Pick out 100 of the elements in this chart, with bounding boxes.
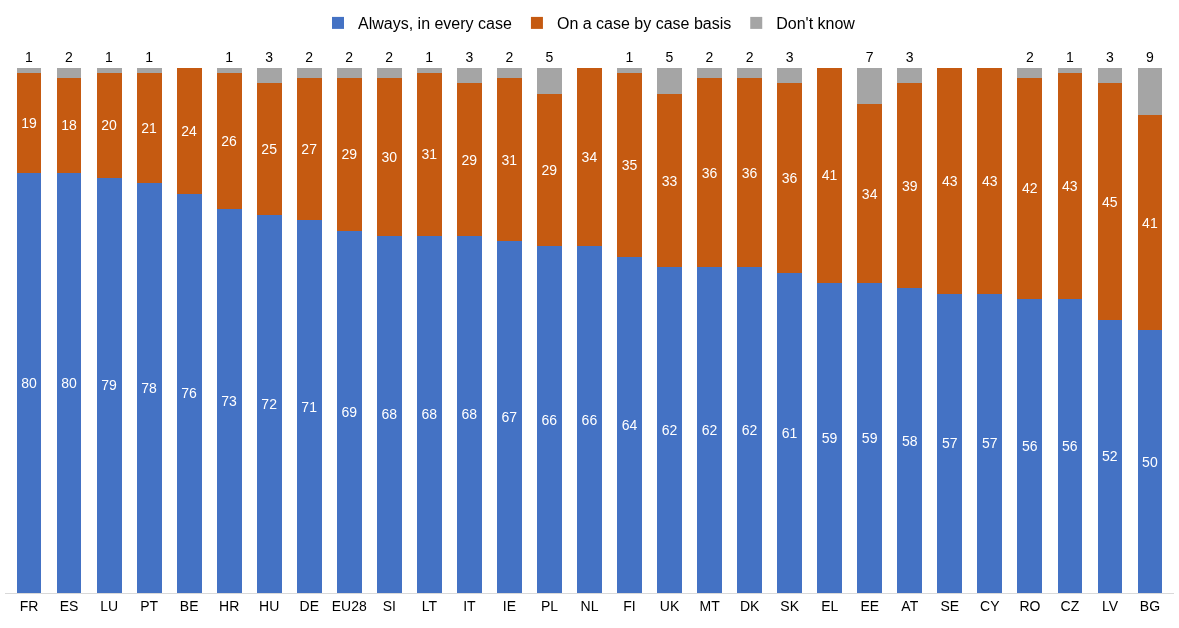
data-label: 21 xyxy=(141,120,158,137)
bar xyxy=(96,177,122,593)
legend-label: Don't know xyxy=(776,15,856,33)
data-label: 1 xyxy=(25,48,34,65)
bar xyxy=(16,67,42,73)
x-tick-label: LT xyxy=(421,597,438,614)
data-label: 76 xyxy=(181,385,198,402)
data-label: 52 xyxy=(1102,448,1118,465)
x-tick-label: SE xyxy=(940,597,960,614)
data-label: 68 xyxy=(421,406,438,423)
data-label: 58 xyxy=(901,432,918,449)
bar xyxy=(617,256,642,593)
data-label: 62 xyxy=(661,422,678,439)
bar xyxy=(1057,72,1083,299)
data-label: 24 xyxy=(181,122,198,139)
data-label: 41 xyxy=(1142,214,1158,231)
bar xyxy=(577,246,602,593)
data-label: 62 xyxy=(701,422,718,439)
data-label: 3 xyxy=(465,48,474,65)
legend-label: Always, in every case xyxy=(358,15,512,33)
data-label: 2 xyxy=(345,48,354,65)
data-label: 1 xyxy=(625,48,634,65)
bar xyxy=(537,93,562,247)
data-label: 26 xyxy=(221,133,238,150)
data-label: 50 xyxy=(1142,453,1158,470)
bar xyxy=(497,78,522,242)
bar xyxy=(657,267,682,593)
data-label: 78 xyxy=(141,380,158,397)
bar xyxy=(16,172,42,593)
bar xyxy=(1057,298,1083,593)
bar xyxy=(977,67,1003,294)
x-tick-label: CZ xyxy=(1060,597,1080,614)
data-label: 61 xyxy=(781,424,798,441)
bar xyxy=(697,67,723,79)
data-label: 35 xyxy=(621,156,638,173)
bar xyxy=(1057,67,1083,73)
data-label: 80 xyxy=(21,374,37,391)
data-label: 1 xyxy=(105,48,114,65)
bar xyxy=(1017,298,1043,593)
x-tick-label: ES xyxy=(59,597,79,614)
bar xyxy=(336,67,362,79)
data-label: 34 xyxy=(581,148,598,165)
data-label: 62 xyxy=(741,422,758,439)
data-label: 57 xyxy=(941,435,958,452)
bar xyxy=(336,230,362,593)
data-label: 1 xyxy=(425,48,434,65)
data-label: 43 xyxy=(1062,177,1078,194)
data-label: 7 xyxy=(865,48,874,65)
x-tick-label: RO xyxy=(1019,597,1041,614)
bar xyxy=(1097,67,1123,84)
data-label: 43 xyxy=(981,172,998,189)
bar xyxy=(1017,78,1043,299)
data-label: 2 xyxy=(1025,48,1034,65)
bar xyxy=(657,93,682,268)
bar xyxy=(1137,330,1163,593)
x-tick-label: SK xyxy=(780,597,800,614)
x-tick-label: CY xyxy=(980,597,1001,614)
bar xyxy=(256,83,282,215)
data-label: 66 xyxy=(581,411,598,428)
x-tick-label: EE xyxy=(860,597,880,614)
data-label: 67 xyxy=(501,409,518,426)
bar xyxy=(537,246,562,593)
bar xyxy=(96,72,122,178)
data-label: 25 xyxy=(261,141,278,158)
bar xyxy=(16,72,42,173)
bar xyxy=(56,67,82,79)
data-label: 31 xyxy=(501,151,518,168)
data-label: 56 xyxy=(1062,437,1078,454)
data-label: 57 xyxy=(981,435,998,452)
bar xyxy=(336,78,362,231)
data-label: 59 xyxy=(861,430,878,447)
bar xyxy=(977,293,1003,593)
bar xyxy=(857,67,883,105)
data-label: 2 xyxy=(65,48,74,65)
bar xyxy=(176,67,202,194)
x-tick-label: DK xyxy=(739,597,761,614)
bar xyxy=(216,72,242,210)
bar xyxy=(416,67,442,73)
bar xyxy=(376,235,402,593)
bar xyxy=(96,67,122,73)
data-label: 1 xyxy=(145,48,154,65)
x-tick-label: IE xyxy=(502,597,517,614)
data-label: 9 xyxy=(1145,48,1154,65)
x-tick-label: BE xyxy=(179,597,199,614)
bar xyxy=(136,67,162,73)
data-label: 3 xyxy=(905,48,914,65)
bar xyxy=(657,67,682,94)
bar xyxy=(456,67,482,84)
data-label: 80 xyxy=(61,374,77,391)
bar xyxy=(897,288,923,593)
data-label: 29 xyxy=(541,162,558,179)
data-label: 59 xyxy=(821,430,838,447)
bar xyxy=(777,272,803,593)
bar xyxy=(697,267,723,593)
data-label: 30 xyxy=(381,148,398,165)
x-tick-label: FI xyxy=(623,597,636,614)
x-tick-label: EU28 xyxy=(331,597,368,614)
data-label: 2 xyxy=(705,48,714,65)
data-label: 27 xyxy=(301,141,318,158)
data-label: 29 xyxy=(461,151,478,168)
